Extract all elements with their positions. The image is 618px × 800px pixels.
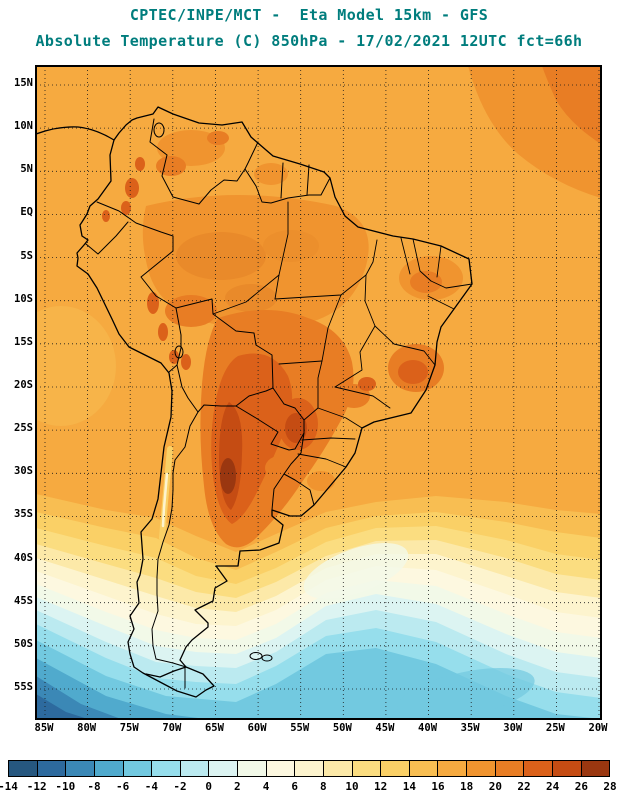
colorbar-tick-label: 16 [431, 780, 445, 793]
colorbar-segment [352, 761, 382, 776]
colorbar-segment [266, 761, 296, 776]
colorbar-tick-label: -14 [0, 780, 18, 793]
lat-tick-label: 30S [14, 465, 33, 478]
colorbar-tick-label: -6 [116, 780, 130, 793]
lat-tick-label: 50S [14, 637, 33, 650]
lon-tick-label: 45W [375, 722, 395, 734]
colorbar-segment [495, 761, 525, 776]
lon-tick-label: 20W [588, 722, 608, 734]
colorbar-segment [323, 761, 353, 776]
colorbar-tick-label: 18 [460, 780, 474, 793]
lat-tick-label: 10N [14, 120, 33, 133]
colorbar-segment [9, 761, 38, 776]
lat-tick-label: 40S [14, 551, 33, 564]
warm-core-blobs [36, 66, 601, 548]
temperature-field [36, 66, 601, 719]
map-plot-frame [35, 65, 602, 720]
colorbar-tick-label: 14 [402, 780, 416, 793]
map-frame [36, 66, 601, 719]
colorbar-segment [409, 761, 439, 776]
lat-tick-label: 5N [20, 163, 33, 176]
colorbar-segment [381, 761, 410, 776]
colorbar-tick-label: 0 [205, 780, 212, 793]
colorbar-tick-label: 8 [320, 780, 327, 793]
colorbar-tick-label: -12 [26, 780, 47, 793]
colorbar-segment [180, 761, 210, 776]
lat-tick-label: 15N [14, 77, 33, 89]
colorbar-tick-label: -2 [173, 780, 187, 793]
colorbar-tick-label: -8 [87, 780, 101, 793]
graticule-gridlines [36, 66, 601, 719]
lon-tick-label: 65W [204, 722, 224, 734]
colorbar-segment [37, 761, 67, 776]
colorbar-tick-label: 24 [546, 780, 560, 793]
lon-tick-label: 25W [545, 722, 565, 734]
country-borders [85, 118, 331, 689]
colorbar-segment [152, 761, 181, 776]
header-title-model: CPTEC/INPE/MCT - Eta Model 15km - GFS [129, 6, 489, 24]
colorbar-segment [581, 761, 610, 776]
lon-tick-label: 85W [34, 722, 54, 734]
colorbar-tick-label: 12 [374, 780, 388, 793]
colorbar-segment [438, 761, 467, 776]
colorbar-tick-label: 6 [291, 780, 298, 793]
colorbar-segment [295, 761, 324, 776]
lat-tick-label: 45S [14, 594, 33, 607]
lon-tick-label: 70W [162, 722, 182, 734]
colorbar-segment [66, 761, 95, 776]
colorbar-tick-label: 10 [345, 780, 359, 793]
lon-tick-label: 60W [247, 722, 267, 734]
geography-outlines [36, 106, 473, 698]
lat-tick-label: 5S [20, 249, 33, 262]
lat-tick-label: 20S [14, 378, 33, 391]
colorbar-segment [524, 761, 553, 776]
colorbar-tick-label: -4 [144, 780, 158, 793]
temperature-colorbar [8, 760, 610, 777]
lon-tick-label: 80W [77, 722, 97, 734]
lat-tick-label: 10S [14, 292, 33, 305]
colorbar-segment [123, 761, 153, 776]
lat-tick-label: 35S [14, 508, 33, 521]
colorbar-tick-label: 20 [488, 780, 502, 793]
colorbar-segment [552, 761, 582, 776]
colorbar-tick-label: 4 [262, 780, 270, 793]
colorbar-segment [209, 761, 238, 776]
lon-tick-label: 35W [460, 722, 480, 734]
colorbar-segment [467, 761, 496, 776]
header-title-field: Absolute Temperature (C) 850hPa - 17/02/… [35, 32, 583, 50]
colorbar-tick-label: 22 [517, 780, 531, 793]
colorbar-segment [94, 761, 124, 776]
lat-tick-label: 15S [14, 335, 33, 348]
state-borders [212, 201, 473, 468]
lat-tick-label: EQ [20, 206, 33, 219]
lat-tick-label: 25S [14, 422, 33, 435]
lon-tick-label: 40W [418, 722, 438, 734]
lon-tick-label: 30W [503, 722, 523, 734]
lon-tick-label: 75W [119, 722, 139, 734]
coastline [36, 106, 473, 698]
colorbar-tick-label: 26 [574, 780, 588, 793]
lat-tick-label: 55S [14, 680, 33, 693]
lon-tick-label: 55W [290, 722, 310, 734]
south-america-temperature-map [36, 66, 601, 719]
cold-air-bands [36, 446, 601, 719]
colorbar-tick-label: 28 [603, 780, 617, 793]
colorbar-tick-label: -10 [55, 780, 76, 793]
colorbar-tick-label: 2 [234, 780, 241, 793]
lon-tick-label: 50W [332, 722, 352, 734]
colorbar-segment [238, 761, 267, 776]
